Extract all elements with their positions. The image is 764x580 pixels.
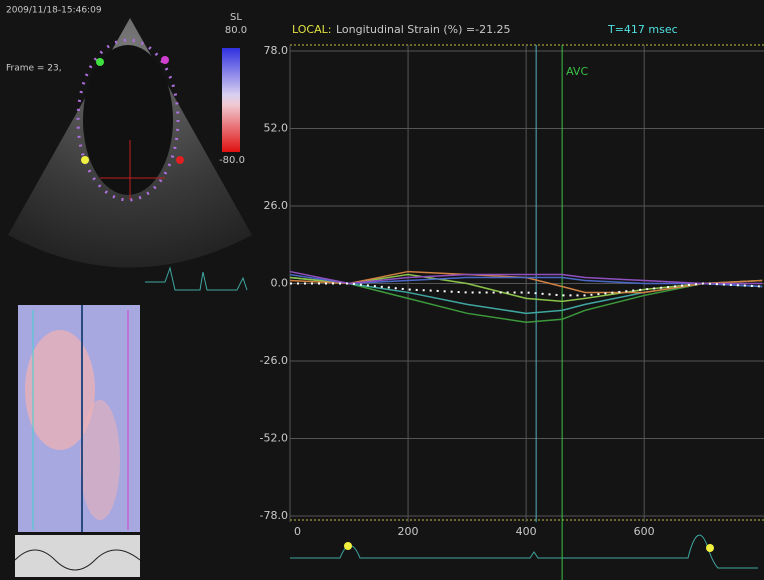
header-time: T=417 msec (607, 23, 678, 36)
colorbar-max: 80.0 (225, 25, 247, 36)
x-tick-label: 0 (294, 525, 301, 538)
frame-label: Frame = 23, (6, 64, 62, 74)
timestamp: 2009/11/18-15:46:09 (6, 6, 102, 16)
colorbar-min: -80.0 (219, 155, 245, 166)
x-tick-label: 600 (634, 525, 655, 538)
y-tick-label: 52.0 (264, 121, 289, 134)
x-tick-label: 400 (516, 525, 537, 538)
colorbar-title: SL (230, 12, 242, 23)
y-tick-label: 78.0 (264, 44, 289, 57)
y-tick-label: 0.0 (271, 277, 289, 290)
header-mode: LOCAL: (292, 23, 331, 36)
screen: 2009/11/18-15:46:09 Frame = 23, SL 80.0 … (0, 0, 764, 580)
x-tick-label: 200 (398, 525, 419, 538)
m-mode-panel (15, 305, 140, 577)
y-tick-label: 26.0 (264, 199, 289, 212)
colorbar (222, 48, 240, 152)
event-label: AVC (566, 65, 588, 78)
page: 2009/11/18-15:46:09 Frame = 23, SL 80.0 … (0, 0, 764, 580)
y-tick-label: -26.0 (260, 354, 288, 367)
header-measure: Longitudinal Strain (%) =-21.25 (336, 23, 511, 36)
ecg-marker (344, 542, 352, 550)
y-tick-label: -78.0 (260, 509, 288, 522)
ecg-marker (706, 544, 714, 552)
y-tick-label: -52.0 (260, 432, 288, 445)
